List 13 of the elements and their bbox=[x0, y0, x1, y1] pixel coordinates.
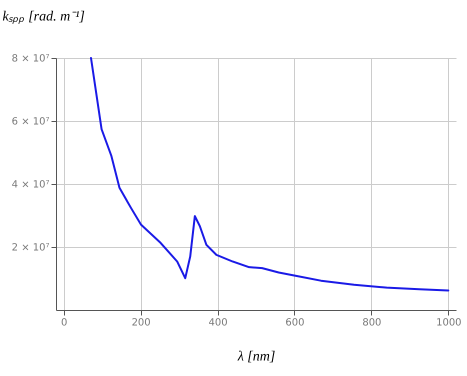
x-tick-label: 200 bbox=[132, 318, 151, 328]
y-tick-label: 8 × 10⁷ bbox=[12, 54, 50, 64]
y-tick-label: 2 × 10⁷ bbox=[12, 242, 50, 254]
x-axis-title: λ [nm] bbox=[236, 350, 276, 364]
x-tick-label: 400 bbox=[208, 318, 228, 328]
x-tick-label: 1000 bbox=[436, 318, 462, 328]
x-tick-label: 600 bbox=[285, 318, 305, 328]
y-tick-label: 6 × 10⁷ bbox=[12, 116, 50, 128]
line-series bbox=[90, 57, 450, 292]
x-tick-label: 800 bbox=[362, 318, 382, 328]
x-tick-label: 0 bbox=[61, 318, 68, 328]
y-tick-label: 4 × 10⁷ bbox=[12, 180, 50, 190]
y-axis-title: kₛₚₚ [rad. m⁻¹] bbox=[2, 10, 85, 24]
